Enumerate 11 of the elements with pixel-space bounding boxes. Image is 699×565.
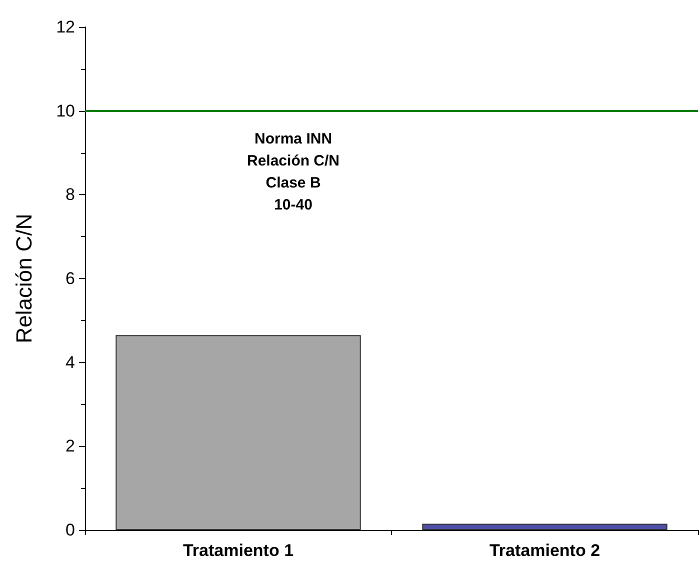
y-axis-title: Relación C/N bbox=[12, 214, 36, 344]
annotation: Norma INN Relación C/N Clase B 10-40 bbox=[246, 130, 340, 214]
y-tick-label: 6 bbox=[66, 269, 75, 288]
y-tick-label: 0 bbox=[66, 520, 75, 540]
y-tick-label: 12 bbox=[56, 18, 75, 36]
y-tick-label: 4 bbox=[66, 352, 75, 372]
y-tick-label: 10 bbox=[56, 101, 75, 120]
y-tick-label: 2 bbox=[66, 436, 75, 456]
x-tick-label: Tratamiento 2 bbox=[489, 541, 600, 560]
x-tick-label: Tratamiento 1 bbox=[182, 541, 294, 560]
y-tick-label: 8 bbox=[66, 185, 75, 204]
